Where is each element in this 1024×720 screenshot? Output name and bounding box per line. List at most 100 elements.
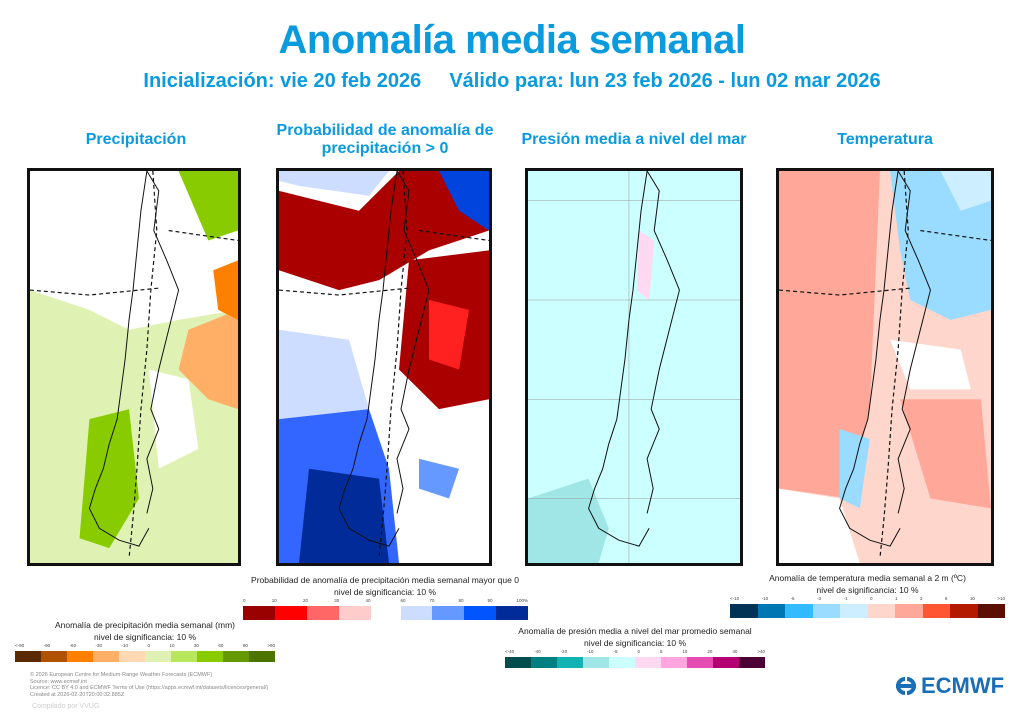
legend-tick-label: -10 bbox=[587, 649, 594, 654]
legend-ticks: 60 70 80 90 100% bbox=[401, 598, 529, 606]
compiled-by: Compilado por VVUG bbox=[32, 703, 100, 710]
legend-title: Probabilidad de anomalía de precipitació… bbox=[251, 575, 519, 585]
legend-color-swatch bbox=[713, 657, 739, 668]
legend-color-swatch bbox=[171, 651, 197, 662]
legend-color-swatch bbox=[67, 651, 93, 662]
legend-tick-label: 20 bbox=[707, 649, 713, 654]
legend-tick-label: 0 bbox=[243, 598, 246, 603]
legend-tick-label: 10 bbox=[969, 596, 975, 601]
legend-tick-label: -20 bbox=[560, 649, 568, 654]
legend-tick-label: >40 bbox=[757, 649, 765, 654]
legend-color-swatch bbox=[895, 604, 923, 618]
legend-tick-label: -3 bbox=[817, 596, 822, 601]
legend-tick-label: 0 bbox=[637, 649, 640, 654]
panel-title-pressure: Presión media a nivel del mar bbox=[521, 131, 747, 148]
legend-tick-label: 3 bbox=[919, 596, 923, 601]
legend-color-swatch bbox=[197, 651, 223, 662]
legend-tick-label: 40 bbox=[365, 598, 371, 603]
legend-temperature: Anomalía de temperatura media semanal a … bbox=[730, 572, 1005, 618]
legend-color-swatch bbox=[950, 604, 978, 618]
ecmwf-logo: ECMWF bbox=[893, 673, 1004, 699]
legend-tick-label: <-40 bbox=[505, 649, 515, 654]
legend-tick-label: 30 bbox=[193, 643, 199, 648]
legend-tick-label: 40 bbox=[732, 649, 738, 654]
legend-color-swatch bbox=[249, 651, 275, 662]
legend-color-swatch bbox=[583, 657, 609, 668]
legend-tick-label: -10 bbox=[761, 596, 769, 601]
legend-ticks: 0 10 20 30 40 bbox=[243, 598, 371, 606]
legend-significance: nivel de significancia: 10 % bbox=[333, 587, 437, 597]
legend-tick-label: <-90 bbox=[15, 643, 25, 648]
legend-color-swatch bbox=[432, 606, 465, 620]
legend-ticks: <-10 -10 -6 -3 -1 0 1 3 6 10 >10 bbox=[730, 596, 1005, 604]
legend-color-swatch bbox=[274, 606, 307, 620]
legend-color-swatch bbox=[730, 604, 758, 618]
legend-color-swatch bbox=[338, 606, 371, 620]
footer-line: Created at 2026-02-20T20:00:32.885Z bbox=[30, 691, 125, 698]
legend-color-swatch bbox=[557, 657, 583, 668]
legend-colorbar bbox=[505, 657, 765, 668]
legend-tick-label: 90 bbox=[487, 598, 493, 603]
legend-color-swatch bbox=[635, 657, 661, 668]
subtitle: Inicialización: vie 20 feb 2026 Válido pa… bbox=[0, 70, 1024, 93]
legend-color-swatch bbox=[41, 651, 67, 662]
map-probability bbox=[276, 168, 492, 566]
legend-pressure: Anomalía de presión media a nivel del ma… bbox=[505, 625, 765, 668]
legend-color-swatch bbox=[687, 657, 713, 668]
legend-tick-label: -40 bbox=[534, 649, 541, 654]
map-temperature bbox=[776, 168, 994, 566]
legend-tick-label: -6 bbox=[790, 596, 795, 601]
legend-color-swatch bbox=[223, 651, 249, 662]
legend-tick-label: 10 bbox=[169, 643, 175, 648]
legend-color-swatch bbox=[400, 606, 433, 620]
panel-title-temp: Temperatura bbox=[837, 131, 933, 148]
legend-title: Anomalía de presión media a nivel del ma… bbox=[518, 626, 752, 636]
legend-tick-label: 20 bbox=[302, 598, 308, 603]
legend-ticks: <-90 -90 -60 -30 -10 0 10 30 60 90 >90 bbox=[15, 643, 275, 651]
panel-title-prob: Probabilidad de anomalía de precipitació… bbox=[276, 122, 494, 157]
legend-tick-label: -5 bbox=[613, 649, 618, 654]
legend-tick-label: 0 bbox=[869, 596, 873, 601]
ecmwf-logo-text: ECMWF bbox=[921, 673, 1005, 698]
legend-color-swatch bbox=[15, 651, 41, 662]
legend-colorbar bbox=[15, 651, 275, 662]
legend-color-swatch bbox=[840, 604, 868, 618]
legend-precipitation: Anomalía de precipitación media semanal … bbox=[15, 619, 275, 662]
init-date: Inicialización: vie 20 feb 2026 bbox=[143, 70, 422, 92]
legend-color-swatch bbox=[661, 657, 687, 668]
legend-significance: nivel de significancia: 10 % bbox=[583, 638, 687, 648]
legend-title: Anomalía de temperatura media semanal a … bbox=[769, 573, 966, 583]
legend-tick-label: >10 bbox=[997, 596, 1005, 601]
legend-tick-label: -1 bbox=[843, 596, 848, 601]
legend-colorbar bbox=[730, 604, 1005, 618]
legend-title: Anomalía de precipitación media semanal … bbox=[55, 620, 235, 630]
legend-tick-label: -60 bbox=[69, 643, 77, 648]
ecmwf-logo-icon bbox=[896, 677, 916, 695]
legend-color-swatch bbox=[464, 606, 497, 620]
legend-tick-label: 60 bbox=[400, 598, 406, 603]
legend-significance: nivel de significancia: 10 % bbox=[816, 585, 919, 595]
legend-color-swatch bbox=[812, 604, 840, 618]
legend-tick-label: <-10 bbox=[730, 596, 740, 601]
copyright-footer: © 2026 European Centre for Medium-Range … bbox=[30, 672, 268, 698]
legend-color-swatch bbox=[977, 604, 1005, 618]
legend-tick-label: 70 bbox=[429, 598, 435, 603]
legend-color-swatch bbox=[757, 604, 785, 618]
page-title: Anomalía media semanal bbox=[278, 18, 746, 62]
legend-color-swatch bbox=[531, 657, 557, 668]
valid-range: Válido para: lun 23 feb 2026 - lun 02 ma… bbox=[449, 70, 881, 92]
legend-color-swatch bbox=[93, 651, 119, 662]
legend-tick-label: 90 bbox=[242, 643, 248, 648]
legend-colorbar bbox=[243, 606, 371, 620]
legend-tick-label: 5 bbox=[659, 649, 663, 654]
legend-color-swatch bbox=[145, 651, 171, 662]
legend-color-swatch bbox=[496, 606, 528, 620]
footer-line: Licence: CC BY 4.0 and ECMWF Terms of Us… bbox=[30, 685, 269, 691]
legend-tick-label: 6 bbox=[944, 596, 948, 601]
legend-tick-label: -90 bbox=[43, 643, 51, 648]
legend-tick-label: 80 bbox=[458, 598, 464, 603]
legend-color-swatch bbox=[119, 651, 145, 662]
legend-color-swatch bbox=[243, 606, 275, 620]
legend-tick-label: 0 bbox=[147, 643, 150, 648]
legend-probability: Probabilidad de anomalía de precipitació… bbox=[240, 574, 530, 620]
